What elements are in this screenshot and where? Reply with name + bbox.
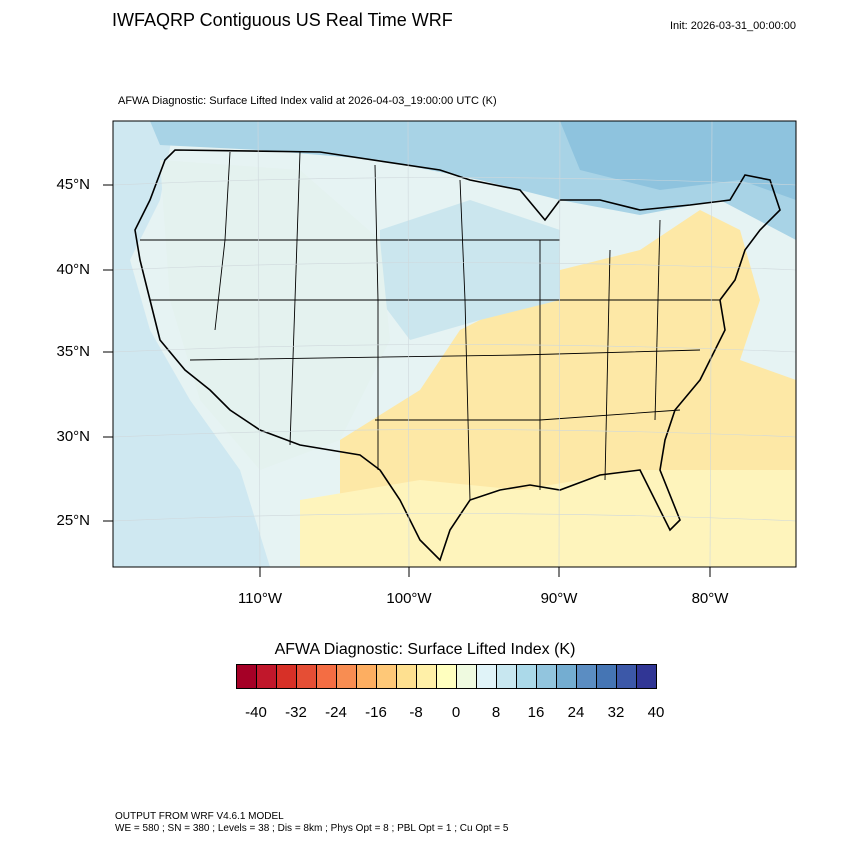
colorbar bbox=[236, 664, 657, 689]
colorbar-swatch bbox=[537, 665, 557, 688]
us-outline bbox=[134, 149, 781, 562]
colorbar-swatch bbox=[257, 665, 277, 688]
colorbar-swatch bbox=[517, 665, 537, 688]
colorbar-swatch bbox=[577, 665, 597, 688]
colorbar-swatch bbox=[377, 665, 397, 688]
colorbar-tick-label: -24 bbox=[325, 704, 347, 721]
colorbar-tick-label: -32 bbox=[285, 704, 307, 721]
northeast-cool-region bbox=[560, 121, 796, 200]
state-lines bbox=[140, 151, 720, 501]
colorbar-swatch bbox=[337, 665, 357, 688]
lon-label-90: 90°W bbox=[540, 590, 578, 607]
colorbar-swatch bbox=[597, 665, 617, 688]
colorbar-swatch bbox=[457, 665, 477, 688]
lon-label-80: 80°W bbox=[691, 590, 729, 607]
colorbar-swatch bbox=[297, 665, 317, 688]
colorbar-tick-label: 40 bbox=[647, 704, 665, 721]
colorbar-swatch bbox=[617, 665, 637, 688]
lat-label-45: 45°N bbox=[56, 176, 90, 193]
map-subtitle: AFWA Diagnostic: Surface Lifted Index va… bbox=[118, 95, 497, 107]
gulf-region bbox=[300, 470, 796, 567]
colorbar-swatch bbox=[557, 665, 577, 688]
colorbar-swatch bbox=[357, 665, 377, 688]
graticule bbox=[113, 121, 796, 567]
init-time: Init: 2026-03-31_00:00:00 bbox=[670, 20, 796, 32]
lat-label-25: 25°N bbox=[56, 512, 90, 529]
footer-config: WE = 580 ; SN = 380 ; Levels = 38 ; Dis … bbox=[115, 823, 509, 834]
lat-label-35: 35°N bbox=[56, 343, 90, 360]
colorbar-swatch bbox=[437, 665, 457, 688]
colorbar-tick-label: 24 bbox=[567, 704, 585, 721]
footer-model: OUTPUT FROM WRF V4.6.1 MODEL bbox=[115, 811, 284, 822]
colorbar-swatch bbox=[317, 665, 337, 688]
colorbar-tick-label: 16 bbox=[527, 704, 545, 721]
plains-cool-region bbox=[380, 200, 560, 340]
colorbar-swatch bbox=[637, 665, 656, 688]
colorbar-tick-label: -8 bbox=[409, 704, 423, 721]
colorbar-tick-label: -16 bbox=[365, 704, 387, 721]
colorbar-swatch bbox=[497, 665, 517, 688]
colorbar-swatch bbox=[477, 665, 497, 688]
colorbar-swatch bbox=[237, 665, 257, 688]
colorbar-swatch bbox=[417, 665, 437, 688]
map-field bbox=[113, 121, 796, 567]
west-interior-region bbox=[160, 160, 390, 470]
colorbar-tick-label: -40 bbox=[245, 704, 267, 721]
colorbar-tick-label: 8 bbox=[491, 704, 501, 721]
lon-label-100: 100°W bbox=[386, 590, 432, 607]
axis-ticks bbox=[103, 184, 711, 577]
colorbar-tick-label: 32 bbox=[607, 704, 625, 721]
lat-label-40: 40°N bbox=[56, 261, 90, 278]
colorbar-swatch bbox=[277, 665, 297, 688]
pacific-region bbox=[113, 121, 270, 567]
map-frame bbox=[112, 120, 797, 568]
lat-label-30: 30°N bbox=[56, 428, 90, 445]
lon-label-110: 110°W bbox=[237, 590, 283, 607]
colorbar-swatch bbox=[397, 665, 417, 688]
page-title: IWFAQRP Contiguous US Real Time WRF bbox=[112, 10, 453, 30]
colorbar-title: AFWA Diagnostic: Surface Lifted Index (K… bbox=[274, 641, 576, 658]
colorbar-tick-label: 0 bbox=[451, 704, 461, 721]
